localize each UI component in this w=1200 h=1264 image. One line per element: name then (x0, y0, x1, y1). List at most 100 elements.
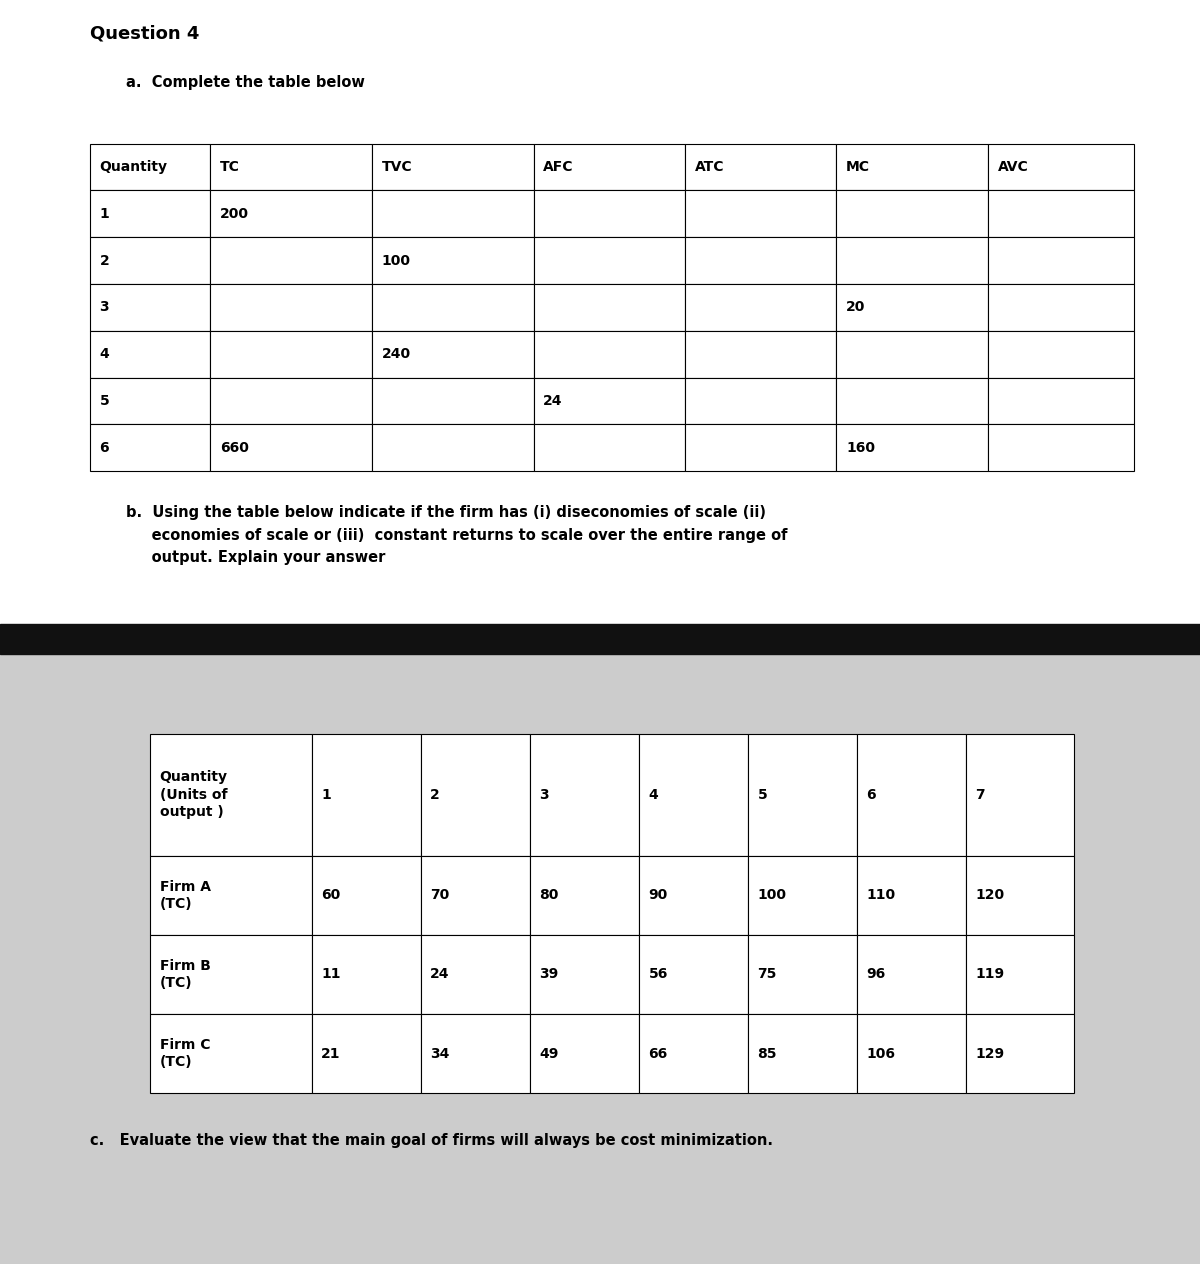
Text: 75: 75 (757, 967, 776, 981)
Text: Question 4: Question 4 (90, 25, 199, 43)
FancyBboxPatch shape (685, 144, 836, 191)
FancyBboxPatch shape (150, 733, 312, 856)
FancyBboxPatch shape (836, 238, 988, 284)
FancyBboxPatch shape (988, 191, 1134, 238)
FancyBboxPatch shape (534, 284, 685, 331)
Text: 160: 160 (846, 441, 875, 455)
FancyBboxPatch shape (988, 284, 1134, 331)
Text: 110: 110 (866, 889, 895, 902)
Text: Quantity: Quantity (100, 161, 168, 174)
FancyBboxPatch shape (90, 425, 210, 471)
FancyBboxPatch shape (857, 856, 966, 935)
Text: 240: 240 (382, 348, 410, 362)
Text: 39: 39 (539, 967, 559, 981)
FancyBboxPatch shape (150, 935, 312, 1014)
Text: 20: 20 (846, 301, 865, 315)
FancyBboxPatch shape (748, 935, 857, 1014)
FancyBboxPatch shape (836, 191, 988, 238)
FancyBboxPatch shape (529, 733, 638, 856)
FancyBboxPatch shape (988, 238, 1134, 284)
FancyBboxPatch shape (90, 284, 210, 331)
FancyBboxPatch shape (857, 935, 966, 1014)
FancyBboxPatch shape (150, 856, 312, 935)
Text: 5: 5 (757, 787, 767, 801)
Text: 4: 4 (100, 348, 109, 362)
Text: 2: 2 (431, 787, 440, 801)
FancyBboxPatch shape (638, 856, 748, 935)
FancyBboxPatch shape (685, 238, 836, 284)
Text: a.  Complete the table below: a. Complete the table below (126, 75, 365, 90)
FancyBboxPatch shape (210, 144, 372, 191)
Text: 7: 7 (976, 787, 985, 801)
Text: Firm A
(TC): Firm A (TC) (160, 880, 211, 911)
FancyBboxPatch shape (372, 284, 534, 331)
Text: AFC: AFC (544, 161, 574, 174)
FancyBboxPatch shape (150, 1014, 312, 1093)
FancyBboxPatch shape (372, 144, 534, 191)
FancyBboxPatch shape (836, 144, 988, 191)
FancyBboxPatch shape (90, 238, 210, 284)
FancyBboxPatch shape (748, 856, 857, 935)
Text: 85: 85 (757, 1047, 776, 1060)
FancyBboxPatch shape (529, 935, 638, 1014)
FancyBboxPatch shape (534, 144, 685, 191)
FancyBboxPatch shape (857, 733, 966, 856)
Text: 200: 200 (220, 207, 248, 221)
FancyBboxPatch shape (685, 331, 836, 378)
FancyBboxPatch shape (90, 331, 210, 378)
Text: 24: 24 (544, 394, 563, 408)
Text: b.  Using the table below indicate if the firm has (i) diseconomies of scale (ii: b. Using the table below indicate if the… (126, 506, 787, 565)
FancyBboxPatch shape (988, 378, 1134, 425)
Text: 4: 4 (648, 787, 658, 801)
Text: 100: 100 (757, 889, 786, 902)
Text: Firm B
(TC): Firm B (TC) (160, 959, 210, 990)
Text: 34: 34 (431, 1047, 450, 1060)
FancyBboxPatch shape (534, 238, 685, 284)
FancyBboxPatch shape (857, 1014, 966, 1093)
FancyBboxPatch shape (372, 238, 534, 284)
FancyBboxPatch shape (685, 284, 836, 331)
Text: TVC: TVC (382, 161, 412, 174)
FancyBboxPatch shape (534, 191, 685, 238)
Text: Quantity
(Units of
output ): Quantity (Units of output ) (160, 770, 228, 819)
Text: MC: MC (846, 161, 870, 174)
FancyBboxPatch shape (210, 331, 372, 378)
FancyBboxPatch shape (534, 425, 685, 471)
Text: 21: 21 (322, 1047, 341, 1060)
FancyBboxPatch shape (372, 331, 534, 378)
FancyBboxPatch shape (638, 1014, 748, 1093)
FancyBboxPatch shape (638, 935, 748, 1014)
FancyBboxPatch shape (685, 425, 836, 471)
Text: 3: 3 (100, 301, 109, 315)
FancyBboxPatch shape (210, 378, 372, 425)
FancyBboxPatch shape (312, 935, 421, 1014)
Text: 6: 6 (866, 787, 876, 801)
FancyBboxPatch shape (836, 331, 988, 378)
FancyBboxPatch shape (421, 1014, 529, 1093)
Text: 5: 5 (100, 394, 109, 408)
Text: 660: 660 (220, 441, 248, 455)
FancyBboxPatch shape (421, 856, 529, 935)
Text: 1: 1 (100, 207, 109, 221)
Text: 119: 119 (976, 967, 1004, 981)
FancyBboxPatch shape (529, 1014, 638, 1093)
Text: 106: 106 (866, 1047, 895, 1060)
Text: ATC: ATC (695, 161, 724, 174)
Text: 120: 120 (976, 889, 1004, 902)
FancyBboxPatch shape (372, 425, 534, 471)
Text: c.   Evaluate the view that the main goal of firms will always be cost minimizat: c. Evaluate the view that the main goal … (90, 1133, 773, 1148)
Text: 90: 90 (648, 889, 667, 902)
Text: 49: 49 (539, 1047, 559, 1060)
Text: 3: 3 (539, 787, 548, 801)
Text: 96: 96 (866, 967, 886, 981)
FancyBboxPatch shape (988, 425, 1134, 471)
FancyBboxPatch shape (421, 733, 529, 856)
FancyBboxPatch shape (372, 191, 534, 238)
FancyBboxPatch shape (90, 378, 210, 425)
FancyBboxPatch shape (988, 144, 1134, 191)
FancyBboxPatch shape (210, 191, 372, 238)
FancyBboxPatch shape (638, 733, 748, 856)
FancyBboxPatch shape (685, 191, 836, 238)
FancyBboxPatch shape (966, 856, 1074, 935)
FancyBboxPatch shape (90, 144, 210, 191)
